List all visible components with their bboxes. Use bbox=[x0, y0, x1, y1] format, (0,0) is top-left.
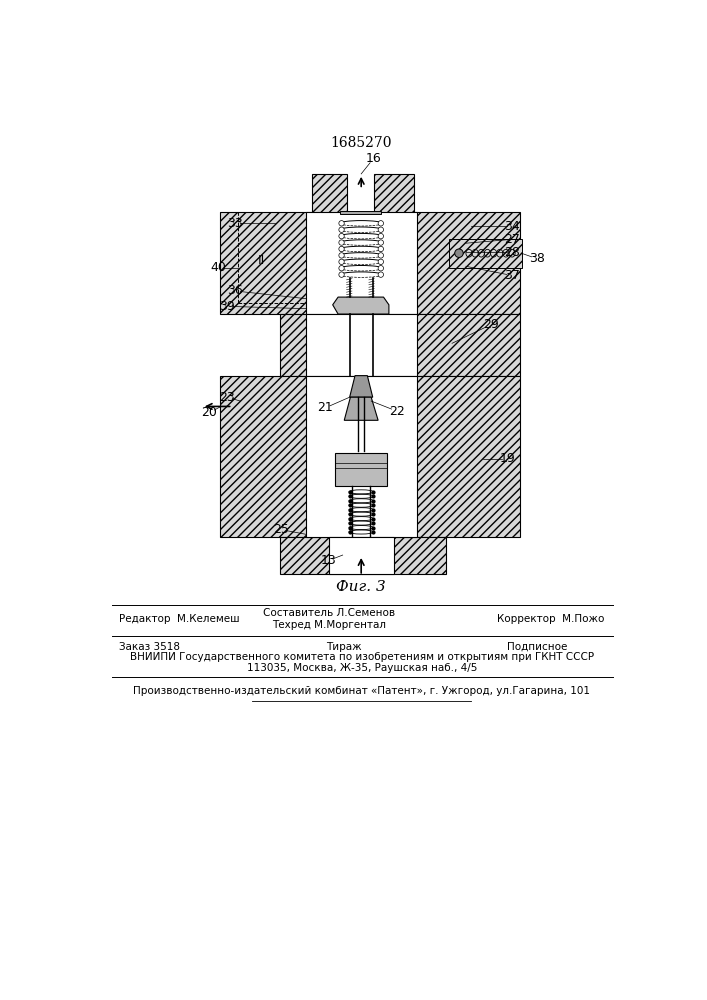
Text: Фиг. 3: Фиг. 3 bbox=[337, 580, 386, 594]
Text: Редактор  М.Келемеш: Редактор М.Келемеш bbox=[119, 614, 240, 624]
Polygon shape bbox=[333, 297, 389, 314]
Circle shape bbox=[378, 227, 383, 232]
Text: 1685270: 1685270 bbox=[330, 136, 392, 150]
Text: 40: 40 bbox=[210, 261, 226, 274]
Circle shape bbox=[339, 233, 344, 239]
Bar bbox=[279, 314, 520, 376]
Text: 21: 21 bbox=[317, 401, 333, 414]
Circle shape bbox=[339, 259, 344, 265]
Polygon shape bbox=[340, 211, 381, 214]
Text: 13: 13 bbox=[321, 554, 337, 567]
Text: Тираж: Тираж bbox=[327, 642, 362, 652]
Circle shape bbox=[378, 266, 383, 271]
Circle shape bbox=[378, 272, 383, 277]
Polygon shape bbox=[344, 397, 378, 420]
Circle shape bbox=[339, 266, 344, 271]
Text: ВНИИПИ Государственного комитета по изобретениям и открытиям при ГКНТ СССР: ВНИИПИ Государственного комитета по изоб… bbox=[130, 652, 594, 662]
Text: Производственно-издательский комбинат «Патент», г. Ужгород, ул.Гагарина, 101: Производственно-издательский комбинат «П… bbox=[134, 686, 590, 696]
Bar bbox=[312, 174, 346, 214]
Bar bbox=[219, 212, 520, 314]
Text: 19: 19 bbox=[500, 452, 515, 465]
Bar bbox=[329, 537, 395, 574]
Text: 20: 20 bbox=[201, 406, 218, 419]
Text: 39: 39 bbox=[219, 300, 235, 313]
Circle shape bbox=[378, 259, 383, 265]
Text: Заказ 3518: Заказ 3518 bbox=[119, 642, 180, 652]
Text: 36: 36 bbox=[227, 284, 243, 297]
Circle shape bbox=[339, 246, 344, 252]
Circle shape bbox=[339, 227, 344, 232]
Text: 23: 23 bbox=[219, 391, 235, 404]
Text: 37: 37 bbox=[504, 269, 520, 282]
Circle shape bbox=[339, 253, 344, 258]
Circle shape bbox=[339, 221, 344, 226]
Circle shape bbox=[339, 272, 344, 277]
Circle shape bbox=[378, 221, 383, 226]
Polygon shape bbox=[335, 453, 387, 486]
Text: Корректор  М.Пожо: Корректор М.Пожо bbox=[497, 614, 604, 624]
Circle shape bbox=[378, 240, 383, 245]
Text: 25: 25 bbox=[273, 523, 289, 536]
Text: Составитель Л.Семенов: Составитель Л.Семенов bbox=[263, 608, 395, 618]
Text: Техред М.Моргентал: Техред М.Моргентал bbox=[272, 620, 386, 630]
Text: 38: 38 bbox=[529, 252, 544, 265]
Polygon shape bbox=[350, 376, 373, 397]
Bar bbox=[238, 212, 305, 303]
Text: 28: 28 bbox=[504, 246, 520, 259]
Circle shape bbox=[455, 249, 463, 257]
Circle shape bbox=[378, 246, 383, 252]
Text: ΙΙ: ΙΙ bbox=[257, 254, 264, 267]
Text: 27: 27 bbox=[504, 233, 520, 246]
Text: 113035, Москва, Ж-35, Раушская наб., 4/5: 113035, Москва, Ж-35, Раушская наб., 4/5 bbox=[247, 663, 477, 673]
Text: 34: 34 bbox=[504, 220, 520, 233]
Bar bbox=[305, 376, 417, 537]
Bar bbox=[449, 239, 522, 268]
Bar bbox=[305, 314, 417, 376]
Text: Подписное: Подписное bbox=[506, 642, 567, 652]
Bar bbox=[373, 174, 414, 214]
Circle shape bbox=[339, 240, 344, 245]
Text: 16: 16 bbox=[366, 152, 381, 165]
Bar bbox=[305, 212, 417, 314]
Circle shape bbox=[378, 253, 383, 258]
Text: 22: 22 bbox=[389, 405, 404, 418]
Bar bbox=[281, 537, 446, 574]
Text: 29: 29 bbox=[483, 318, 498, 331]
Bar bbox=[219, 376, 520, 537]
Circle shape bbox=[378, 233, 383, 239]
Text: 33: 33 bbox=[227, 217, 243, 230]
